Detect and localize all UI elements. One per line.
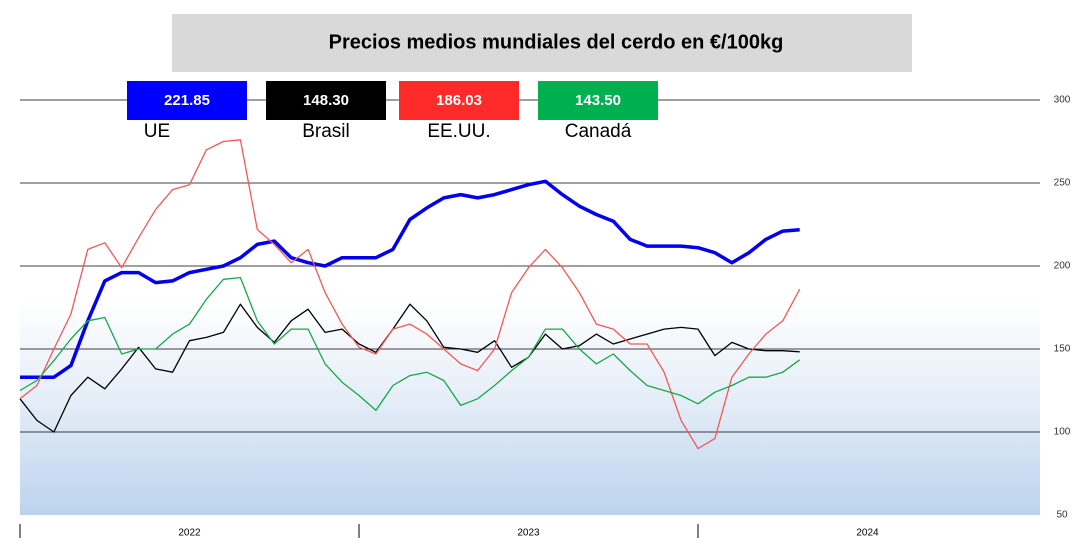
legend-name: Brasil (302, 121, 350, 142)
y-tick-label: 200 (1054, 261, 1071, 272)
legend-value: 143.50 (575, 92, 621, 109)
x-tick-label: 2023 (517, 528, 540, 539)
y-tick-label: 50 (1056, 510, 1068, 521)
y-tick-label: 250 (1054, 178, 1071, 189)
x-tick-label: 2022 (178, 528, 201, 539)
legend-value: 221.85 (164, 92, 210, 109)
legend-name: UE (144, 121, 170, 142)
legend-name: EE.UU. (427, 121, 490, 142)
series-line (20, 179, 800, 379)
legend-box (399, 81, 519, 120)
series-line (19, 276, 801, 412)
y-tick-label: 100 (1054, 427, 1071, 438)
plot-background (20, 300, 1040, 515)
series-line (19, 303, 800, 433)
title-box (172, 14, 912, 72)
legend-box (266, 81, 386, 120)
x-tick-label: 2024 (856, 528, 879, 539)
chart-title: Precios medios mundiales del cerdo en €/… (329, 31, 784, 53)
legend-box (538, 81, 658, 120)
legend-name: Canadá (565, 121, 632, 142)
legend-box (127, 81, 247, 120)
legend-value: 186.03 (436, 92, 482, 109)
y-tick-label: 300 (1054, 95, 1071, 106)
series-line (19, 139, 801, 450)
y-tick-label: 150 (1054, 344, 1071, 355)
legend-value: 148.30 (303, 92, 349, 109)
